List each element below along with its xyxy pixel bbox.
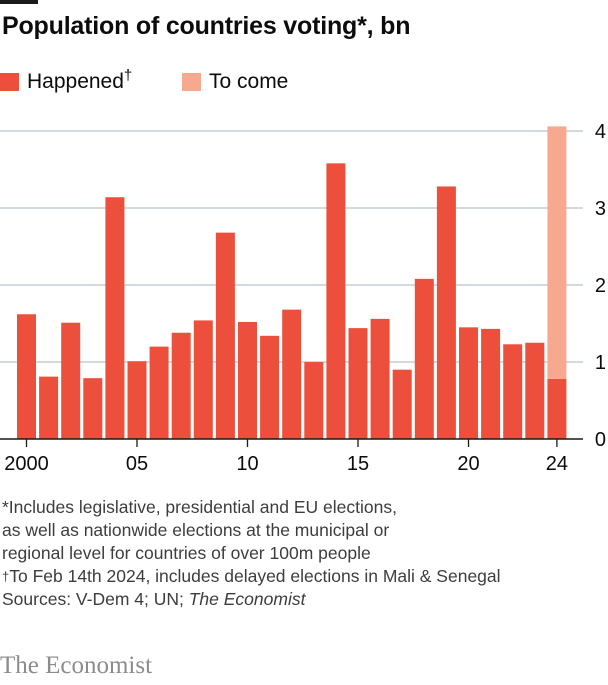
footnote-line-1: *Includes legislative, presidential and … bbox=[2, 497, 397, 517]
y-tick-labels: 0 1 2 3 4 bbox=[595, 121, 606, 451]
bar-happened-2007 bbox=[171, 332, 191, 439]
bar-happened-2005 bbox=[127, 361, 147, 439]
x-axis bbox=[0, 438, 583, 447]
bar-happened-2008 bbox=[193, 320, 213, 439]
bar-happened-2010 bbox=[238, 321, 257, 439]
brand-logo: The Economist bbox=[0, 652, 153, 679]
chart-title: Population of countries voting*, bn bbox=[2, 12, 411, 40]
bar-happened-2003 bbox=[83, 378, 103, 439]
x-tick-label-2005: 05 bbox=[126, 453, 148, 475]
bar-to-come-2024 bbox=[547, 126, 567, 379]
bar-happened-2015 bbox=[348, 328, 368, 439]
bar-happened-2013 bbox=[304, 362, 324, 439]
legend-swatch-happened bbox=[0, 73, 19, 91]
y-tick-label-1: 1 bbox=[595, 352, 606, 374]
x-tick-label-2015: 15 bbox=[347, 453, 369, 475]
y-tick-label-4: 4 bbox=[595, 121, 606, 143]
y-tick-label-0: 0 bbox=[595, 429, 606, 451]
x-tick-label-2010: 10 bbox=[236, 453, 258, 475]
x-tick-label-2000: 2000 bbox=[4, 453, 49, 475]
footnote-line-4-text: To Feb 14th 2024, includes delayed elect… bbox=[9, 566, 501, 586]
bar-happened-2023 bbox=[525, 342, 545, 439]
bar-happened-2001 bbox=[39, 376, 59, 439]
x-tick-label-2024: 24 bbox=[546, 453, 568, 475]
legend-item-to-come: To come bbox=[182, 70, 288, 94]
legend-label-happened: Happened† bbox=[27, 67, 133, 93]
bar-happened-2004 bbox=[105, 197, 125, 439]
footnote-line-4: †To Feb 14th 2024, includes delayed elec… bbox=[2, 565, 602, 588]
bar-happened-2017 bbox=[392, 369, 412, 439]
bar-happened-2012 bbox=[282, 309, 302, 439]
sources-line: Sources: V-Dem 4; UN; The Economist bbox=[2, 588, 602, 611]
bar-happened-2021 bbox=[481, 328, 501, 439]
bar-happened-2002 bbox=[61, 322, 81, 439]
x-tick-label-2020: 20 bbox=[457, 453, 479, 475]
y-tick-label-3: 3 bbox=[595, 198, 606, 220]
bar-happened-2019 bbox=[436, 186, 456, 439]
x-tick-labels: 2000 05 10 15 20 24 bbox=[4, 453, 568, 475]
bar-happened-2024 bbox=[547, 378, 567, 439]
bar-happened-2020 bbox=[459, 327, 478, 439]
legend-label-to-come: To come bbox=[209, 70, 289, 93]
bar-chart: 0 1 2 3 4 2000 05 10 15 20 24 bbox=[0, 121, 606, 475]
sources-italic: The Economist bbox=[188, 589, 306, 609]
bar-happened-2006 bbox=[149, 346, 169, 439]
bar-happened-2016 bbox=[370, 318, 390, 439]
legend-swatch-to-come bbox=[182, 73, 201, 91]
bar-happened-2022 bbox=[503, 344, 523, 439]
y-tick-label-2: 2 bbox=[595, 275, 606, 297]
footnote-line-3: regional level for countries of over 100… bbox=[2, 543, 371, 563]
bar-happened-2014 bbox=[326, 163, 346, 439]
top-accent-bar bbox=[0, 0, 38, 4]
sources-prefix: Sources: V-Dem 4; UN; bbox=[2, 589, 189, 609]
bar-happened-2018 bbox=[414, 278, 434, 439]
legend-dagger-mark: † bbox=[123, 67, 133, 84]
legend-item-happened: Happened† bbox=[0, 67, 133, 94]
bars bbox=[17, 126, 567, 439]
bar-happened-2009 bbox=[215, 232, 235, 439]
footnote-dagger: † bbox=[2, 569, 10, 584]
footnotes: *Includes legislative, presidential and … bbox=[2, 496, 602, 611]
bar-happened-2011 bbox=[260, 335, 280, 439]
bar-happened-2000 bbox=[17, 314, 36, 439]
footnote-line-2: as well as nationwide elections at the m… bbox=[2, 520, 390, 540]
